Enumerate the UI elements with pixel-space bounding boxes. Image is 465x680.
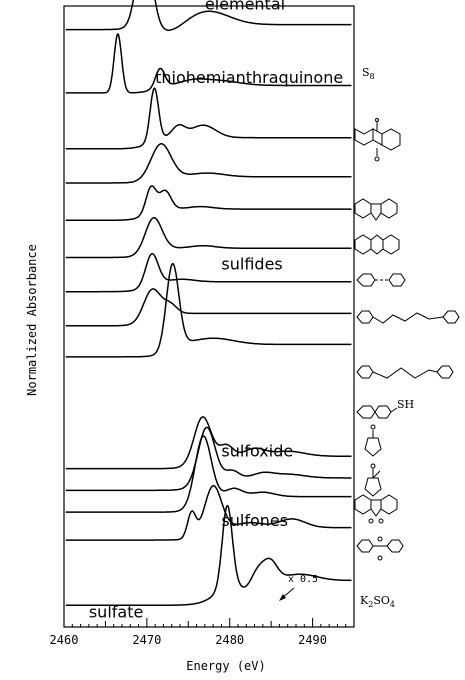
spectrum-line-6 [65,252,352,293]
x-tick-label: 2480 [215,633,244,647]
structure-dibenzothiophene-dioxide [354,494,398,524]
spectrum-line-10 [65,426,352,492]
y-axis-label: Normalized Absorbance [25,244,39,396]
spectra-series [65,0,352,607]
spectrum-line-13 [65,504,352,607]
spectrum-line-1 [65,33,352,94]
x-tick-label: 2490 [298,633,327,647]
group-label: thiohemianthraquinone [155,68,343,87]
structure-thianthrene [354,234,400,255]
spectrum-line-8 [65,262,352,358]
spectrum-line-3 [65,143,352,184]
structure-dibenzyl-sulfide [356,365,454,379]
group-label: sulfate [89,602,143,621]
group-label: sulfides [221,255,282,274]
spectrum-line-9 [65,416,352,470]
spectrum-line-4 [65,185,352,221]
structure-dibenzothiophene [354,198,398,221]
compound-structures: S8 [354,66,460,609]
annotation-text: x 0.5 [288,574,318,585]
spectrum-line-12 [65,485,352,541]
structure-diphenyl-sulfone [356,536,404,561]
spectrum-line-11 [65,435,352,513]
spectrum-line-5 [65,216,352,259]
axes-box [63,5,355,628]
structure-naphthalenethiol: SH [356,398,414,419]
spectrum-line-2 [65,87,352,150]
structure-sulfolane [364,463,382,497]
structure-tetrahydrothiophene-oxide [364,424,382,457]
compound-label-k2so4: K2SO4 [360,594,395,609]
x-axis-label: Energy (eV) [186,659,265,673]
annotation-arrow-head [279,594,286,601]
x-axis-ticks [63,618,355,627]
structure-dibenzyl-disulfide [356,310,460,324]
x-tick-label: 2470 [132,633,161,647]
group-label: elemental [205,0,285,14]
group-label: sulfoxide [221,442,293,461]
x-tick-label: 2460 [50,633,79,647]
plot-frame [63,5,355,628]
structure-diphenyl-disulfide [356,273,406,287]
spectrum-line-0 [65,0,352,31]
compound-label-s8: S8 [362,66,375,81]
svg-text:SH: SH [397,398,414,411]
group-label: sulfones [221,511,288,530]
group-labels: elemental thiohemianthraquinone sulfides su… [89,0,343,621]
spectrum-line-7 [65,288,352,327]
x-axis-tick-labels: 2460 2470 2480 2490 [50,633,327,647]
annotation: x 0.5 [279,574,318,601]
structure-thioanthraquinone [354,118,401,162]
